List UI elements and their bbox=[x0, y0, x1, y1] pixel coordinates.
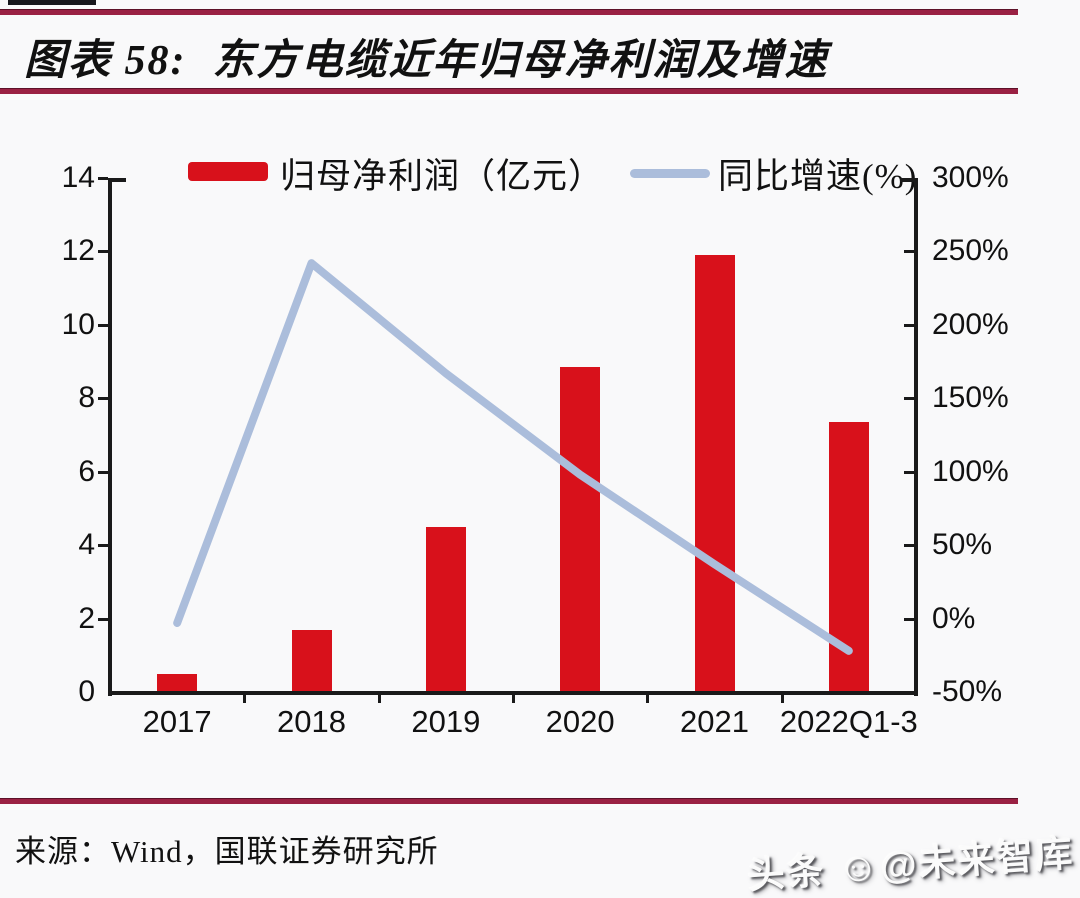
legend-line-swatch-icon bbox=[630, 169, 710, 178]
x-axis-label-2020: 2020 bbox=[545, 704, 615, 739]
x-axis-tick bbox=[646, 692, 650, 703]
figure-number: 图表 58: bbox=[24, 38, 187, 84]
legend-label-yoy-growth: 同比增速(%) bbox=[718, 157, 918, 196]
y-axis-left-label: 2 bbox=[78, 601, 95, 635]
y-axis-right-label: 50% bbox=[932, 528, 993, 562]
smiley-icon: ☺ bbox=[835, 844, 882, 892]
yoy-growth-line bbox=[173, 259, 853, 655]
y-axis-right-label: -50% bbox=[932, 675, 1003, 708]
y-axis-left-tick bbox=[98, 397, 108, 401]
y-axis-left-tick bbox=[98, 323, 108, 327]
y-axis-right-cap bbox=[900, 178, 916, 182]
y-axis-left-label: 6 bbox=[78, 454, 95, 488]
x-axis-label-2018: 2018 bbox=[277, 704, 346, 739]
y-axis-right-label: 200% bbox=[932, 307, 1009, 341]
y-axis-right-label: 250% bbox=[932, 234, 1009, 268]
y-axis-right-label: 150% bbox=[932, 381, 1009, 415]
figure-title-text: 东方电缆近年归母净利润及增速 bbox=[212, 38, 829, 84]
footer-rule bbox=[0, 798, 1018, 804]
y-axis-left-tick bbox=[98, 544, 108, 548]
x-axis-tick bbox=[243, 692, 247, 703]
y-axis-left-label: 4 bbox=[78, 528, 95, 562]
y-axis-left-cap bbox=[110, 178, 126, 182]
bar-2017 bbox=[157, 673, 198, 694]
y-axis-left-tick bbox=[98, 617, 108, 621]
title-rule-bottom bbox=[0, 88, 1018, 94]
legend-label-net-profit: 归母净利润（亿元） bbox=[280, 157, 605, 196]
bar-2021 bbox=[694, 255, 735, 694]
y-axis-left-label: 10 bbox=[61, 307, 95, 341]
y-axis-right bbox=[914, 178, 918, 696]
bar-2018 bbox=[291, 629, 332, 694]
bar-2020 bbox=[560, 367, 601, 694]
legend-bar-swatch-icon bbox=[188, 162, 268, 181]
y-axis-left bbox=[108, 178, 112, 696]
x-axis-label-2021: 2021 bbox=[680, 704, 749, 739]
y-axis-right-tick bbox=[904, 544, 914, 548]
y-axis-left-tick bbox=[98, 470, 108, 474]
x-axis-label-2017: 2017 bbox=[142, 704, 212, 739]
bar-2019 bbox=[425, 526, 466, 694]
watermark-suffix: @未来智库 bbox=[878, 832, 1076, 888]
y-axis-left-label: 8 bbox=[78, 381, 95, 415]
y-axis-left-tick bbox=[98, 177, 108, 180]
y-axis-right-label: 0% bbox=[932, 601, 976, 635]
x-axis-label-2022Q1-3: 2022Q1-3 bbox=[779, 704, 918, 739]
title-rule-top bbox=[0, 9, 1018, 15]
y-axis-right-label: 100% bbox=[932, 454, 1009, 488]
x-axis-tick bbox=[780, 692, 784, 703]
source-note: 来源：Wind，国联证券研究所 bbox=[15, 834, 439, 869]
y-axis-right-tick bbox=[904, 250, 914, 254]
top-edge-mark bbox=[8, 0, 96, 5]
y-axis-left-label: 0 bbox=[78, 675, 95, 708]
bar-2022Q1-3 bbox=[828, 422, 869, 694]
y-axis-right-tick bbox=[904, 617, 914, 621]
y-axis-left-tick bbox=[98, 250, 108, 254]
x-axis-tick bbox=[377, 692, 381, 703]
y-axis-right-tick bbox=[904, 397, 914, 401]
y-axis-left-label: 12 bbox=[61, 234, 95, 268]
y-axis-left-label: 14 bbox=[61, 161, 95, 194]
y-axis-right-tick bbox=[904, 470, 914, 474]
y-axis-right-label: 300% bbox=[932, 161, 1009, 194]
watermark: 头条 ☺@未来智库 bbox=[745, 823, 1075, 898]
y-axis-right-tick bbox=[904, 323, 914, 327]
x-axis-label-2019: 2019 bbox=[411, 704, 481, 739]
watermark-prefix: 头条 bbox=[745, 850, 827, 897]
x-axis-tick bbox=[512, 692, 515, 703]
page-title: 图表 58: 东方电缆近年归母净利润及增速 bbox=[24, 26, 1024, 87]
